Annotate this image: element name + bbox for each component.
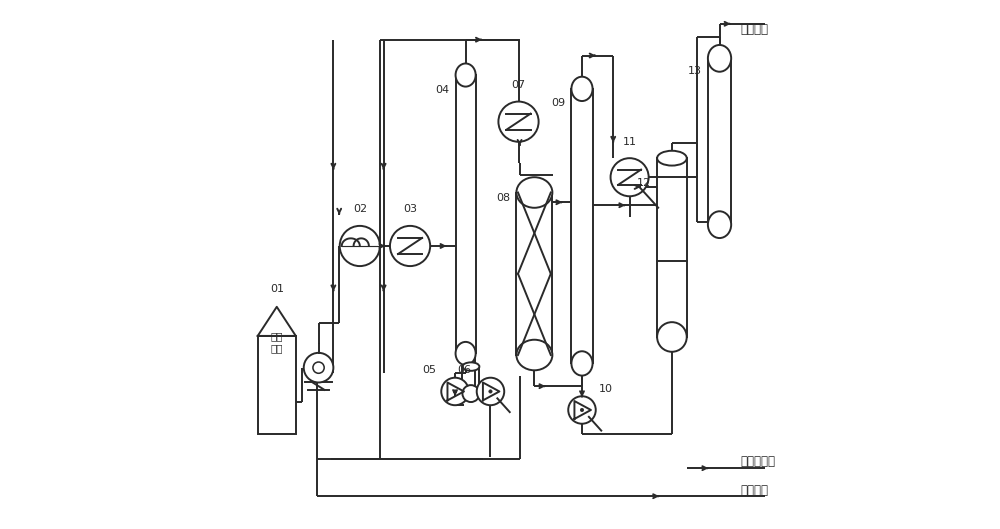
Ellipse shape (657, 151, 687, 166)
Text: 01: 01 (270, 284, 284, 294)
Text: 06: 06 (457, 365, 471, 375)
Text: 05: 05 (422, 365, 436, 375)
Ellipse shape (456, 63, 476, 87)
Text: 13: 13 (688, 67, 702, 76)
Circle shape (611, 158, 649, 196)
Circle shape (580, 408, 584, 412)
Circle shape (313, 362, 324, 373)
Circle shape (304, 353, 333, 382)
Bar (657, 158, 687, 337)
Bar (462, 367, 479, 394)
Ellipse shape (571, 77, 593, 101)
Ellipse shape (456, 342, 476, 365)
Bar (571, 89, 593, 363)
Circle shape (489, 390, 492, 393)
Ellipse shape (708, 45, 731, 72)
Text: 10: 10 (598, 384, 612, 394)
Circle shape (498, 102, 539, 142)
Ellipse shape (462, 385, 479, 402)
Text: 工艺废水: 工艺废水 (741, 485, 769, 497)
Ellipse shape (516, 340, 552, 370)
Text: 放空火炎: 放空火炎 (741, 23, 769, 35)
Text: 03: 03 (403, 204, 417, 214)
Circle shape (441, 378, 469, 405)
Text: 二甲醚产品: 二甲醚产品 (741, 455, 776, 468)
Text: 08: 08 (496, 194, 510, 203)
Bar (516, 193, 552, 355)
Text: 02: 02 (353, 204, 367, 214)
Bar (456, 75, 476, 353)
Bar (708, 58, 731, 225)
Ellipse shape (708, 211, 731, 238)
Circle shape (340, 226, 380, 266)
Text: 原料
甲醇: 原料 甲醇 (271, 332, 283, 353)
Ellipse shape (516, 177, 552, 208)
Circle shape (390, 226, 430, 266)
Text: 12: 12 (637, 178, 651, 187)
Text: 07: 07 (511, 80, 526, 90)
Text: 09: 09 (551, 98, 565, 108)
Circle shape (453, 390, 457, 393)
Circle shape (568, 396, 596, 424)
Text: 04: 04 (435, 85, 449, 95)
Ellipse shape (571, 351, 593, 376)
Bar (258, 336, 296, 434)
Circle shape (477, 378, 504, 405)
Text: 11: 11 (623, 136, 637, 147)
Ellipse shape (657, 322, 687, 352)
Ellipse shape (462, 362, 479, 371)
